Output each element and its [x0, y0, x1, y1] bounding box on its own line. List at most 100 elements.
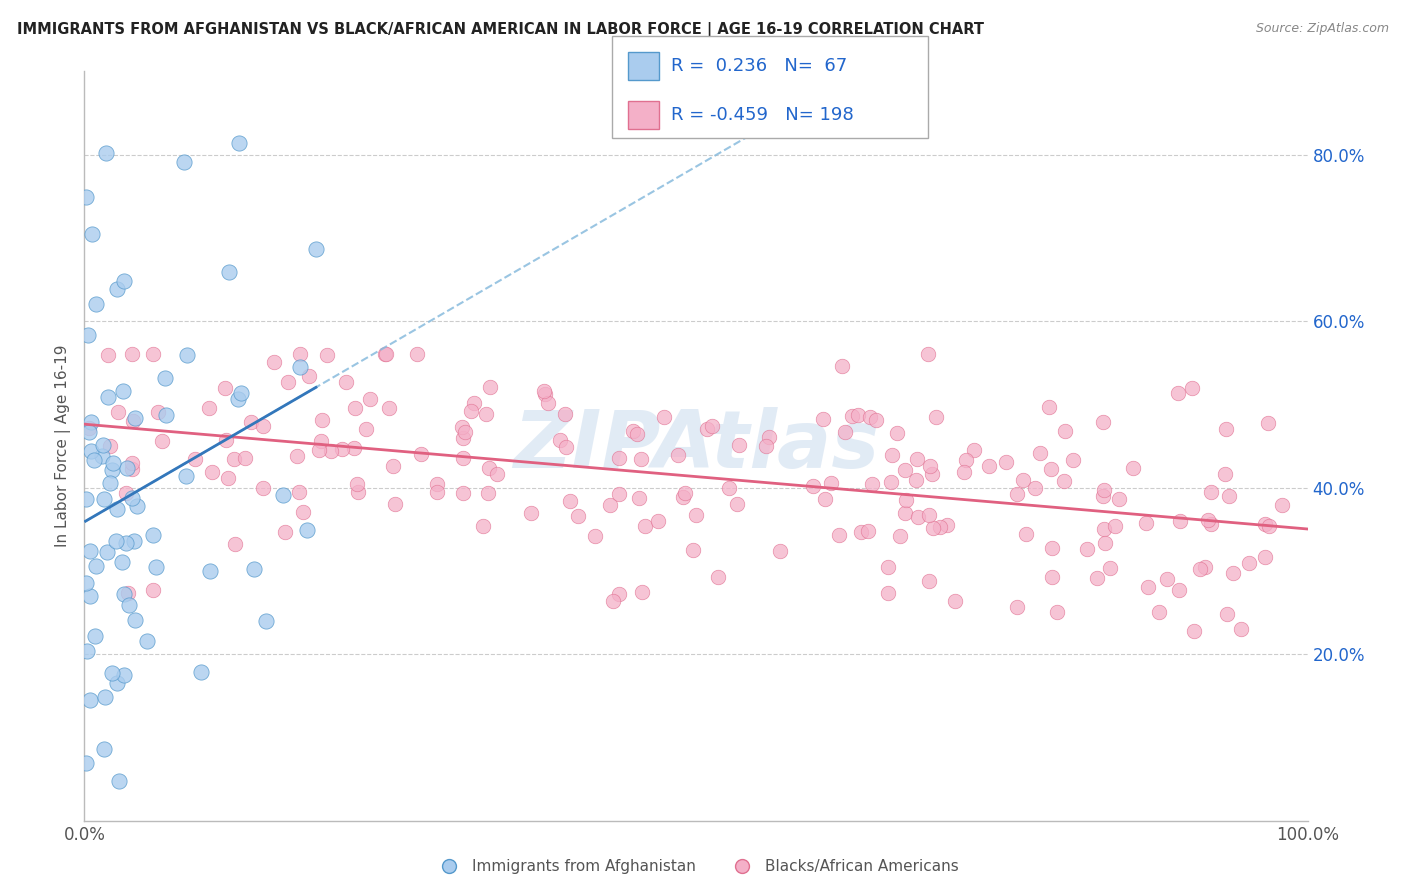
Immigrants from Afghanistan	[79, 425, 101, 440]
Blacks/African Americans	[343, 441, 366, 455]
Blacks/African Americans	[224, 537, 246, 551]
Immigrants from Afghanistan	[228, 136, 250, 151]
Blacks/African Americans	[607, 450, 630, 465]
Immigrants from Afghanistan	[112, 587, 135, 601]
Blacks/African Americans	[1167, 386, 1189, 401]
Blacks/African Americans	[485, 467, 508, 481]
Blacks/African Americans	[1038, 400, 1060, 414]
Y-axis label: In Labor Force | Age 16-19: In Labor Force | Age 16-19	[55, 344, 72, 548]
Blacks/African Americans	[233, 451, 256, 466]
Blacks/African Americans	[426, 485, 449, 500]
Blacks/African Americans	[907, 509, 929, 524]
Immigrants from Afghanistan	[115, 535, 138, 549]
Blacks/African Americans	[426, 476, 449, 491]
Blacks/African Americans	[841, 409, 863, 423]
Blacks/African Americans	[894, 463, 917, 477]
Blacks/African Americans	[917, 347, 939, 361]
Immigrants from Afghanistan	[79, 544, 101, 558]
Blacks/African Americans	[201, 465, 224, 479]
Immigrants from Afghanistan	[79, 590, 101, 604]
Blacks/African Americans	[621, 424, 644, 438]
Immigrants from Afghanistan	[112, 274, 135, 288]
Blacks/African Americans	[150, 434, 173, 448]
Blacks/African Americans	[755, 439, 778, 453]
Blacks/African Americans	[1085, 571, 1108, 585]
Blacks/African Americans	[277, 376, 299, 390]
Blacks/African Americans	[411, 447, 433, 461]
Blacks/African Americans	[121, 347, 143, 361]
Blacks/African Americans	[240, 415, 263, 429]
Blacks/African Americans	[1007, 487, 1029, 501]
Blacks/African Americans	[1062, 453, 1084, 467]
Blacks/African Americans	[384, 497, 406, 511]
Immigrants from Afghanistan	[105, 282, 128, 296]
Blacks/African Americans	[309, 434, 332, 449]
Immigrants from Afghanistan	[271, 488, 294, 502]
Blacks/African Americans	[288, 347, 311, 361]
Blacks/African Americans	[1137, 580, 1160, 594]
Blacks/African Americans	[928, 519, 950, 533]
Immigrants from Afghanistan	[243, 562, 266, 576]
Immigrants from Afghanistan	[305, 243, 328, 257]
Immigrants from Afghanistan	[121, 491, 143, 505]
Blacks/African Americans	[921, 467, 943, 482]
Immigrants from Afghanistan	[94, 690, 117, 704]
Blacks/African Americans	[346, 485, 368, 500]
Blacks/African Americans	[1230, 622, 1253, 636]
Immigrants from Afghanistan	[136, 634, 159, 648]
Immigrants from Afghanistan	[124, 613, 146, 627]
Blacks/African Americans	[1091, 416, 1114, 430]
Blacks/African Americans	[1040, 570, 1063, 584]
Blacks/African Americans	[451, 420, 474, 434]
Blacks/African Americans	[534, 387, 557, 401]
Blacks/African Americans	[519, 506, 541, 520]
Blacks/African Americans	[1122, 461, 1144, 475]
Text: IMMIGRANTS FROM AFGHANISTAN VS BLACK/AFRICAN AMERICAN IN LABOR FORCE | AGE 16-19: IMMIGRANTS FROM AFGHANISTAN VS BLACK/AFR…	[17, 22, 984, 38]
Blacks/African Americans	[994, 454, 1017, 468]
Blacks/African Americans	[354, 422, 377, 436]
Immigrants from Afghanistan	[254, 614, 277, 628]
Blacks/African Americans	[359, 392, 381, 406]
Blacks/African Americans	[346, 476, 368, 491]
Blacks/African Americans	[634, 518, 657, 533]
Immigrants from Afghanistan	[105, 676, 128, 690]
Blacks/African Americans	[859, 410, 882, 425]
Immigrants from Afghanistan	[218, 265, 240, 279]
Immigrants from Afghanistan	[84, 629, 107, 643]
Immigrants from Afghanistan	[79, 693, 101, 707]
Immigrants from Afghanistan	[101, 463, 124, 477]
Blacks/African Americans	[406, 347, 429, 361]
Immigrants from Afghanistan	[75, 491, 97, 506]
Blacks/African Americans	[718, 481, 741, 495]
Blacks/African Americans	[905, 451, 928, 466]
Blacks/African Americans	[555, 440, 578, 454]
Blacks/African Americans	[904, 473, 927, 487]
Blacks/African Americans	[184, 451, 207, 466]
Blacks/African Americans	[728, 438, 751, 452]
Blacks/African Americans	[627, 491, 650, 505]
Blacks/African Americans	[330, 442, 353, 456]
Blacks/African Americans	[1254, 516, 1277, 531]
Blacks/African Americans	[1258, 518, 1281, 533]
Blacks/African Americans	[1194, 560, 1216, 574]
Immigrants from Afghanistan	[76, 644, 98, 658]
Immigrants from Afghanistan	[94, 146, 117, 161]
Immigrants from Afghanistan	[145, 560, 167, 574]
Immigrants from Afghanistan	[101, 666, 124, 681]
Immigrants from Afghanistan	[112, 668, 135, 682]
Blacks/African Americans	[813, 412, 835, 426]
Blacks/African Americans	[801, 478, 824, 492]
Blacks/African Americans	[631, 584, 654, 599]
Blacks/African Americans	[1040, 541, 1063, 555]
Blacks/African Americans	[846, 408, 869, 422]
Blacks/African Americans	[860, 477, 883, 491]
Blacks/African Americans	[335, 375, 357, 389]
Immigrants from Afghanistan	[98, 475, 121, 490]
Blacks/African Americans	[652, 410, 675, 425]
Text: ZIPAtlas: ZIPAtlas	[513, 407, 879, 485]
Blacks/African Americans	[1181, 381, 1204, 395]
Blacks/African Americans	[768, 544, 790, 558]
Blacks/African Americans	[758, 430, 780, 444]
Immigrants from Afghanistan	[80, 443, 103, 458]
Immigrants from Afghanistan	[80, 227, 103, 242]
